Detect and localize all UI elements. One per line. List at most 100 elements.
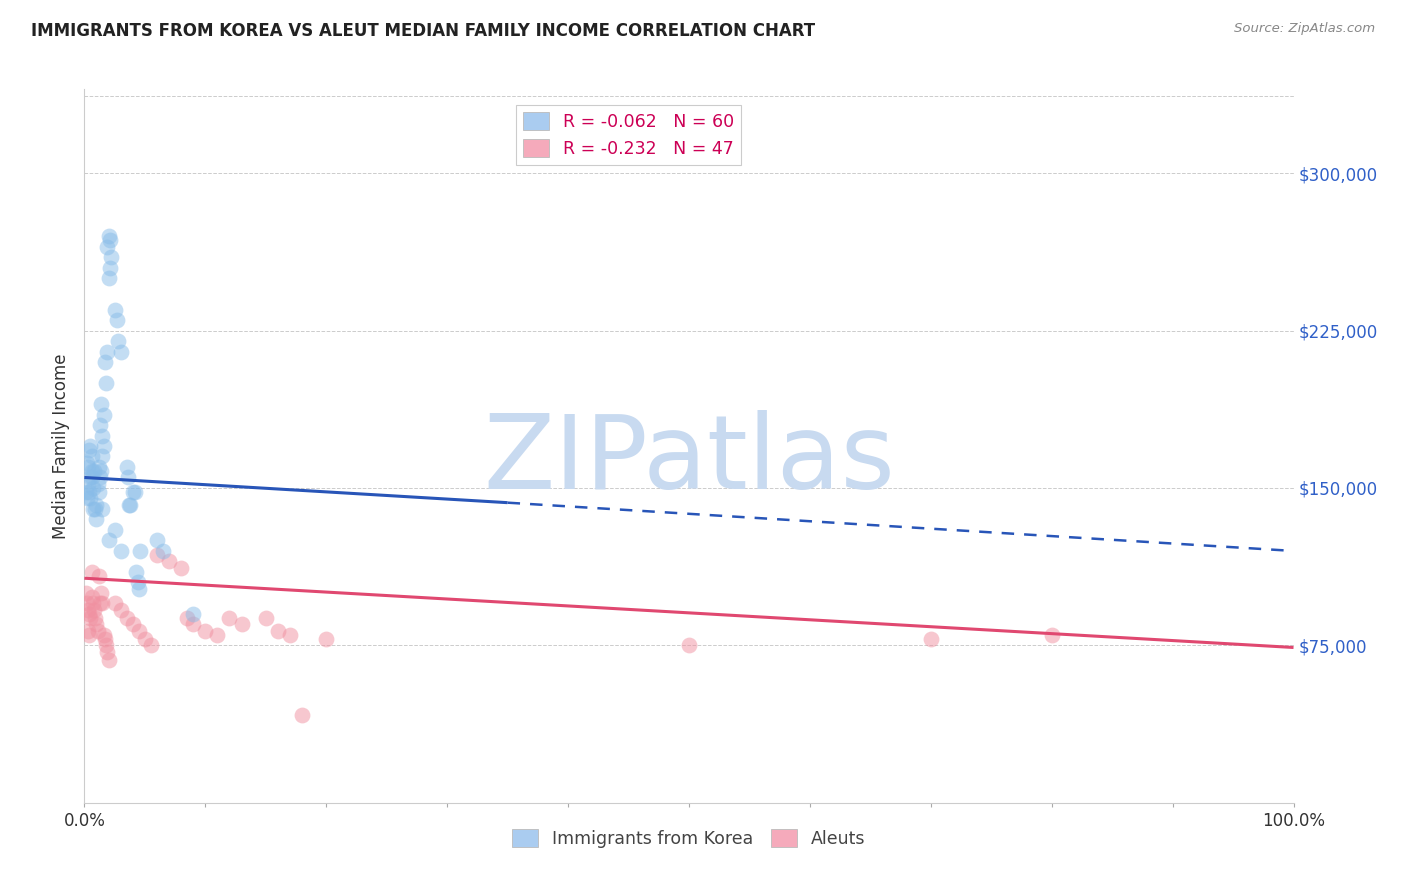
Text: ZIPatlas: ZIPatlas <box>484 409 894 511</box>
Point <box>91 450 114 464</box>
Point <box>82 502 104 516</box>
Point <box>80 470 103 484</box>
Point <box>105 313 128 327</box>
Point <box>118 498 141 512</box>
Point <box>80 464 103 478</box>
Point <box>77 476 100 491</box>
Point <box>86 498 108 512</box>
Point <box>207 628 229 642</box>
Point <box>218 611 240 625</box>
Point <box>94 376 117 390</box>
Point <box>115 611 138 625</box>
Point <box>77 443 100 458</box>
Point <box>129 544 152 558</box>
Point <box>194 624 217 638</box>
Point <box>100 250 122 264</box>
Point <box>96 645 118 659</box>
Point <box>157 554 180 568</box>
Legend: Immigrants from Korea, Aleuts: Immigrants from Korea, Aleuts <box>506 822 872 855</box>
Point <box>121 485 143 500</box>
Point <box>96 239 118 253</box>
Point <box>76 491 98 506</box>
Point <box>96 344 118 359</box>
Point <box>86 476 108 491</box>
Point <box>127 575 149 590</box>
Point <box>79 439 101 453</box>
Point <box>82 481 104 495</box>
Point <box>97 653 120 667</box>
Point <box>77 624 100 638</box>
Point <box>110 344 132 359</box>
Point <box>93 628 115 642</box>
Point <box>80 450 103 464</box>
Point <box>93 408 115 422</box>
Point <box>80 565 103 579</box>
Point <box>121 617 143 632</box>
Point <box>89 470 111 484</box>
Point <box>1040 628 1063 642</box>
Point <box>91 596 114 610</box>
Point <box>181 607 204 621</box>
Point <box>107 334 129 348</box>
Point <box>76 596 98 610</box>
Point <box>84 502 107 516</box>
Point <box>139 639 162 653</box>
Point <box>83 464 105 478</box>
Point <box>176 611 198 625</box>
Point <box>93 439 115 453</box>
Point <box>124 485 146 500</box>
Point <box>77 603 100 617</box>
Point <box>115 460 138 475</box>
Point <box>89 596 111 610</box>
Point <box>87 569 110 583</box>
Point <box>125 565 148 579</box>
Point <box>76 456 98 470</box>
Point <box>98 233 121 247</box>
Point <box>86 624 108 638</box>
Point <box>86 617 108 632</box>
Point <box>291 707 314 722</box>
Point <box>97 533 120 548</box>
Point <box>75 485 97 500</box>
Point <box>104 302 127 317</box>
Point <box>128 624 150 638</box>
Point <box>79 611 101 625</box>
Point <box>75 586 97 600</box>
Y-axis label: Median Family Income: Median Family Income <box>52 353 70 539</box>
Point <box>77 460 100 475</box>
Point <box>77 607 100 621</box>
Point <box>315 632 337 646</box>
Point <box>86 512 108 526</box>
Point <box>920 632 942 646</box>
Point <box>110 544 132 558</box>
Point <box>90 586 112 600</box>
Point <box>79 491 101 506</box>
Point <box>82 596 104 610</box>
Point <box>117 470 139 484</box>
Point <box>84 611 107 625</box>
Point <box>678 639 700 653</box>
Point <box>104 596 127 610</box>
Point <box>80 590 103 604</box>
Point <box>97 271 120 285</box>
Point <box>134 632 156 646</box>
Point <box>77 485 100 500</box>
Point <box>181 617 204 632</box>
Point <box>87 460 110 475</box>
Point <box>94 355 117 369</box>
Point <box>79 470 101 484</box>
Point <box>97 229 120 244</box>
Point <box>89 417 111 432</box>
Point <box>254 611 277 625</box>
Point <box>94 639 117 653</box>
Point <box>152 544 174 558</box>
Point <box>90 464 112 478</box>
Point <box>278 628 301 642</box>
Point <box>104 523 127 537</box>
Point <box>170 560 193 574</box>
Point <box>146 533 169 548</box>
Point <box>94 632 117 646</box>
Point <box>110 603 132 617</box>
Point <box>83 603 105 617</box>
Point <box>77 628 100 642</box>
